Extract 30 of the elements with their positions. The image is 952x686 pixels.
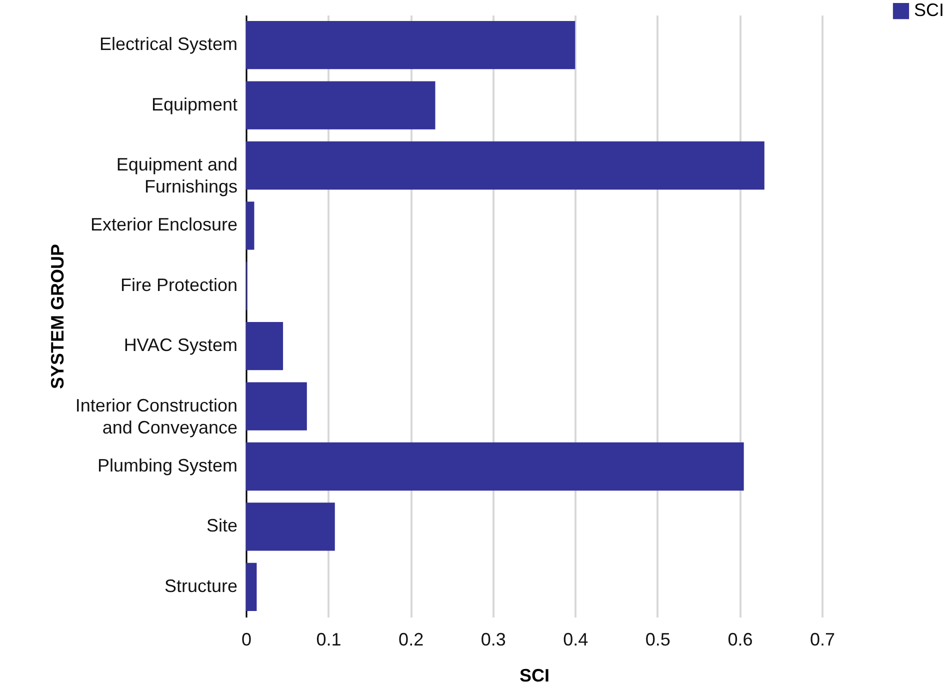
x-axis-title: SCI — [519, 666, 550, 686]
x-tick-label: 0.7 — [810, 630, 836, 650]
bar — [246, 562, 257, 611]
y-tick-label: Equipment — [151, 94, 238, 114]
y-axis-title: SYSTEM GROUP — [47, 244, 68, 390]
x-tick-label: 0.2 — [398, 630, 424, 650]
bar — [246, 322, 284, 370]
bar — [246, 202, 254, 250]
x-tick-label: 0.1 — [316, 630, 342, 650]
x-tick-label: 0.4 — [563, 630, 588, 650]
bar — [246, 502, 335, 551]
y-tick-label: HVAC System — [124, 335, 238, 356]
bar — [246, 382, 307, 430]
y-tick-label: Electrical System — [99, 34, 238, 54]
bar — [246, 141, 764, 190]
y-tick-label: Equipment and Furnishings — [116, 154, 238, 196]
y-tick-label: Site — [206, 516, 238, 536]
x-tick-label: 0 — [241, 630, 252, 650]
x-tick-label: 0.5 — [645, 630, 670, 650]
x-tick-label: 0.3 — [480, 630, 506, 650]
y-tick-label: Plumbing System — [97, 456, 238, 476]
y-tick-label: Structure — [164, 576, 238, 596]
y-tick-label: Fire Protection — [120, 274, 238, 295]
bar — [246, 21, 576, 70]
bar — [246, 81, 436, 130]
y-tick-label: Exterior Enclosure — [90, 214, 238, 235]
legend-label: SCI — [914, 0, 944, 20]
y-tick-label: Interior Construction and Conveyance — [75, 395, 238, 438]
bar — [246, 442, 744, 491]
x-tick-label: 0.6 — [728, 630, 753, 650]
